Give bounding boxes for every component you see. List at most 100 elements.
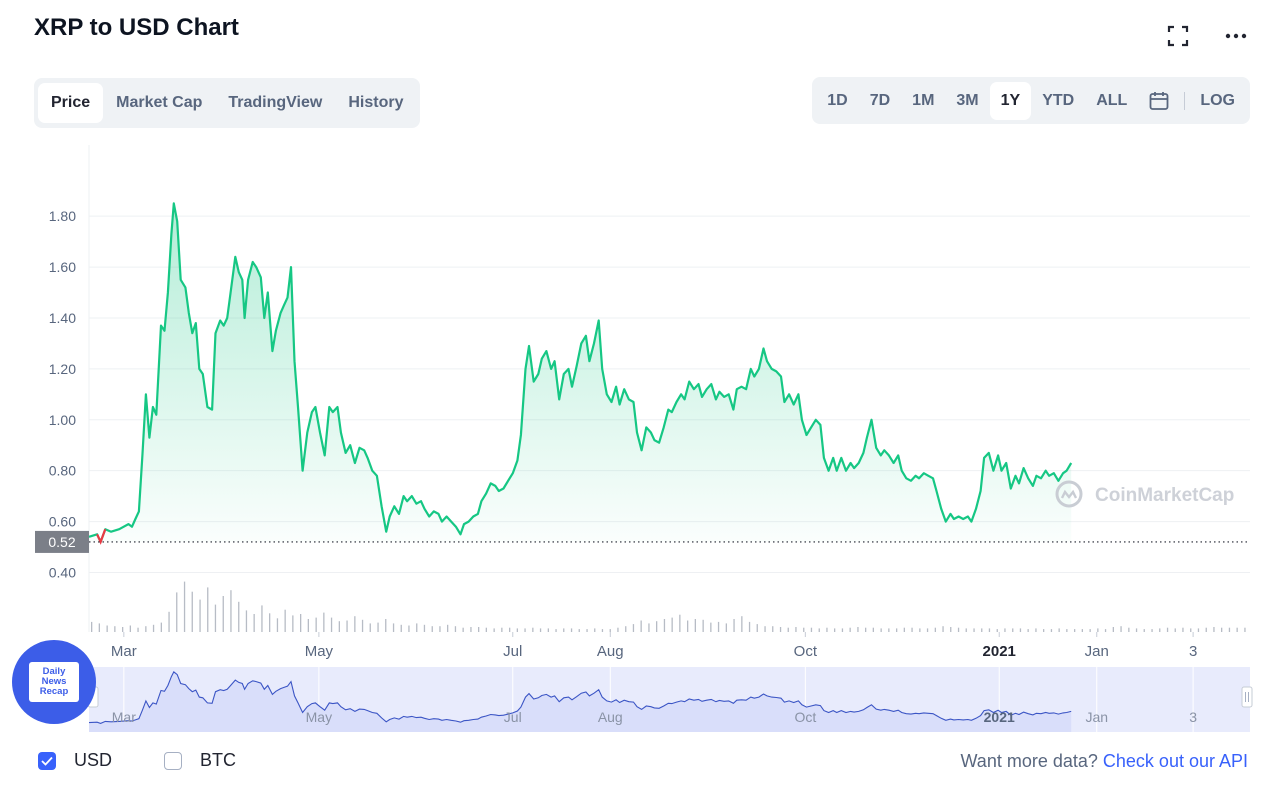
- volume-bar: [1035, 628, 1037, 632]
- volume-bar: [1058, 628, 1060, 632]
- volume-bar: [307, 619, 309, 632]
- volume-bar: [1151, 629, 1153, 632]
- navigator-tick-label: 3: [1189, 709, 1197, 725]
- navigator-x-axis: Mar May Jul Aug Oct 2021 Jan 3: [112, 709, 1197, 725]
- volume-bar: [818, 628, 820, 632]
- navigator-handle-right[interactable]: [1241, 686, 1253, 708]
- svg-text:CoinMarketCap: CoinMarketCap: [1095, 485, 1234, 506]
- volume-bar: [888, 628, 890, 632]
- x-tick-label: 2021: [983, 643, 1016, 660]
- volume-bar: [501, 627, 503, 632]
- volume-bar: [1074, 629, 1076, 632]
- volume-bar: [377, 622, 379, 632]
- y-axis: 1.80 1.60 1.40 1.20 1.00 0.80 0.60 0.40: [49, 208, 76, 580]
- currency-toggles: USD BTC: [38, 750, 288, 771]
- volume-bar: [392, 623, 395, 632]
- volume-bar: [594, 628, 596, 632]
- volume-bar: [447, 624, 449, 632]
- check-icon[interactable]: [38, 751, 56, 770]
- volume-bar: [98, 623, 100, 632]
- volume-bar: [617, 627, 619, 632]
- x-tick-label: Aug: [597, 643, 624, 660]
- volume-bar: [1221, 627, 1223, 632]
- fullscreen-icon[interactable]: [1164, 22, 1192, 50]
- tab-tradingview[interactable]: TradingView: [228, 94, 323, 111]
- y-tick-label: 0.40: [49, 564, 76, 580]
- volume-bar: [176, 592, 178, 632]
- volume-bar: [276, 618, 279, 632]
- volume-bar: [284, 609, 286, 632]
- volume-bar: [1159, 628, 1161, 632]
- volume-bar: [1244, 627, 1246, 632]
- btc-checkbox[interactable]: BTC: [164, 750, 236, 771]
- volume-bar: [872, 627, 874, 632]
- more-icon[interactable]: [1222, 22, 1250, 50]
- range-3m[interactable]: 3M: [956, 91, 979, 109]
- volume-bar: [911, 627, 913, 632]
- volume-bar: [810, 627, 813, 632]
- volume-bar: [903, 627, 905, 632]
- price-line-down-segment: [96, 528, 107, 545]
- btc-label: BTC: [200, 750, 237, 770]
- tab-market-cap[interactable]: Market Cap: [116, 94, 203, 111]
- volume-bar: [1066, 629, 1068, 632]
- volume-bar: [787, 627, 789, 632]
- volume-bar: [957, 627, 960, 632]
- volume-bar: [934, 627, 936, 632]
- badge-line: News: [41, 676, 67, 687]
- volume-bar: [253, 614, 255, 632]
- api-link[interactable]: Check out our API: [1102, 751, 1248, 771]
- volume-bar: [1228, 627, 1231, 632]
- volume-bar: [725, 623, 727, 632]
- volume-bar: [578, 629, 580, 632]
- tab-history[interactable]: History: [348, 94, 404, 111]
- volume-bar: [338, 621, 340, 632]
- volume-bar: [1205, 627, 1207, 632]
- volume-bar: [1112, 627, 1114, 632]
- volume-bar: [323, 612, 325, 632]
- volume-bar: [1097, 628, 1099, 632]
- x-tick-label: Oct: [794, 643, 818, 660]
- y-tick-label: 0.60: [49, 514, 76, 530]
- volume-bar: [346, 620, 348, 632]
- api-text: Want more data?: [960, 751, 1098, 771]
- volume-bar: [230, 590, 232, 632]
- price-chart[interactable]: 1.80 1.60 1.40 1.20 1.00 0.80 0.60 0.40 0.52 Co…: [0, 140, 1280, 740]
- range-1d[interactable]: 1D: [827, 91, 848, 109]
- x-tick-label: May: [305, 643, 334, 660]
- volume-bar: [199, 599, 201, 632]
- volume-bar: [1043, 629, 1045, 632]
- range-1m[interactable]: 1M: [912, 91, 935, 109]
- volume-bar: [973, 628, 975, 632]
- volume-bar: [663, 619, 666, 632]
- chart-view-tabs: Price Market Cap TradingView History: [34, 78, 421, 128]
- checkbox-box[interactable]: [164, 751, 183, 770]
- range-separator: [1184, 91, 1186, 110]
- tab-price[interactable]: Price: [38, 83, 104, 123]
- range-1y[interactable]: 1Y: [989, 81, 1032, 120]
- range-ytd[interactable]: YTD: [1042, 91, 1075, 109]
- volume-bar: [532, 627, 534, 632]
- range-all[interactable]: ALL: [1096, 91, 1128, 109]
- volume-bar: [694, 619, 696, 632]
- volume-bar: [91, 621, 93, 632]
- x-tick-label: Jan: [1085, 643, 1109, 660]
- navigator-tick-label: Oct: [794, 709, 816, 725]
- volume-bar: [981, 628, 983, 632]
- y-tick-label: 1.00: [49, 412, 76, 428]
- calendar-icon[interactable]: [1138, 82, 1180, 120]
- volume-bar: [965, 628, 967, 632]
- volume-bar: [1128, 627, 1130, 632]
- volume-bars: [91, 581, 1246, 632]
- usd-checkbox[interactable]: USD: [38, 750, 112, 771]
- volume-bar: [207, 587, 209, 632]
- volume-bar: [470, 627, 472, 632]
- volume-bar: [555, 629, 557, 632]
- volume-bar: [269, 613, 271, 632]
- volume-bar: [1050, 629, 1053, 632]
- volume-bar: [764, 626, 766, 632]
- log-scale-toggle[interactable]: LOG: [1200, 91, 1235, 109]
- volume-bar: [539, 628, 542, 632]
- volume-bar: [183, 581, 186, 632]
- range-7d[interactable]: 7D: [869, 91, 891, 109]
